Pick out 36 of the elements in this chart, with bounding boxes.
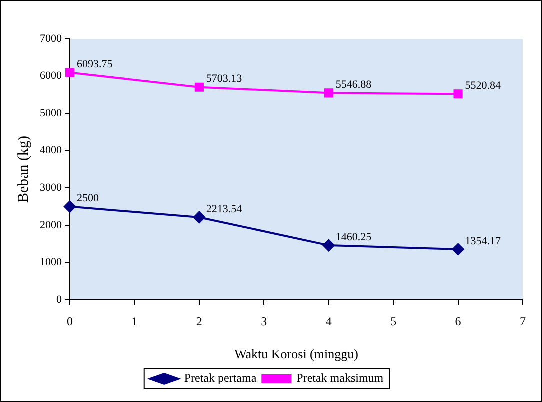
x-axis-title: Waktu Korosi (minggu): [234, 346, 358, 362]
data-label: 6093.75: [77, 58, 114, 71]
point: [194, 82, 204, 92]
point: [322, 240, 335, 252]
data-label: 1354.17: [465, 235, 502, 248]
y-tick-label: 3000: [40, 182, 62, 194]
point: [193, 211, 206, 224]
x-tick-label: 4: [326, 314, 332, 328]
y-tick-label: 4000: [40, 144, 62, 157]
x-tick-label: 5: [390, 314, 397, 328]
point: [454, 90, 463, 99]
data-label: 5546.88: [336, 79, 372, 92]
data-label: 2213.54: [206, 203, 243, 216]
legend-label: Pretak pertama: [184, 371, 258, 386]
y-axis-title: Beban (kg): [16, 136, 32, 204]
data-label: 5703.13: [206, 73, 243, 86]
y-tick-label: 5000: [40, 107, 62, 120]
y-tick-label: 2000: [40, 219, 62, 232]
x-tick-label: 2: [196, 314, 202, 328]
data-label: 5520.84: [465, 80, 502, 92]
point: [65, 68, 75, 78]
x-tick-label: 1: [132, 314, 138, 328]
point: [324, 88, 334, 98]
y-tick-label: 6000: [40, 70, 62, 82]
x-tick-label: 6: [455, 314, 462, 328]
data-label: 2500: [77, 192, 100, 205]
y-tick-label: 0: [56, 294, 62, 306]
point: [452, 244, 464, 256]
data-label: 1460.25: [336, 231, 372, 244]
x-tick-label: 3: [261, 314, 268, 328]
y-tick-label: 7000: [40, 32, 62, 45]
x-tick-label: 0: [67, 314, 73, 328]
legend-label: Pretak maksimum: [296, 371, 384, 386]
y-tick-label: 1000: [40, 256, 62, 269]
point: [64, 200, 76, 213]
x-tick-label: 7: [520, 314, 526, 328]
